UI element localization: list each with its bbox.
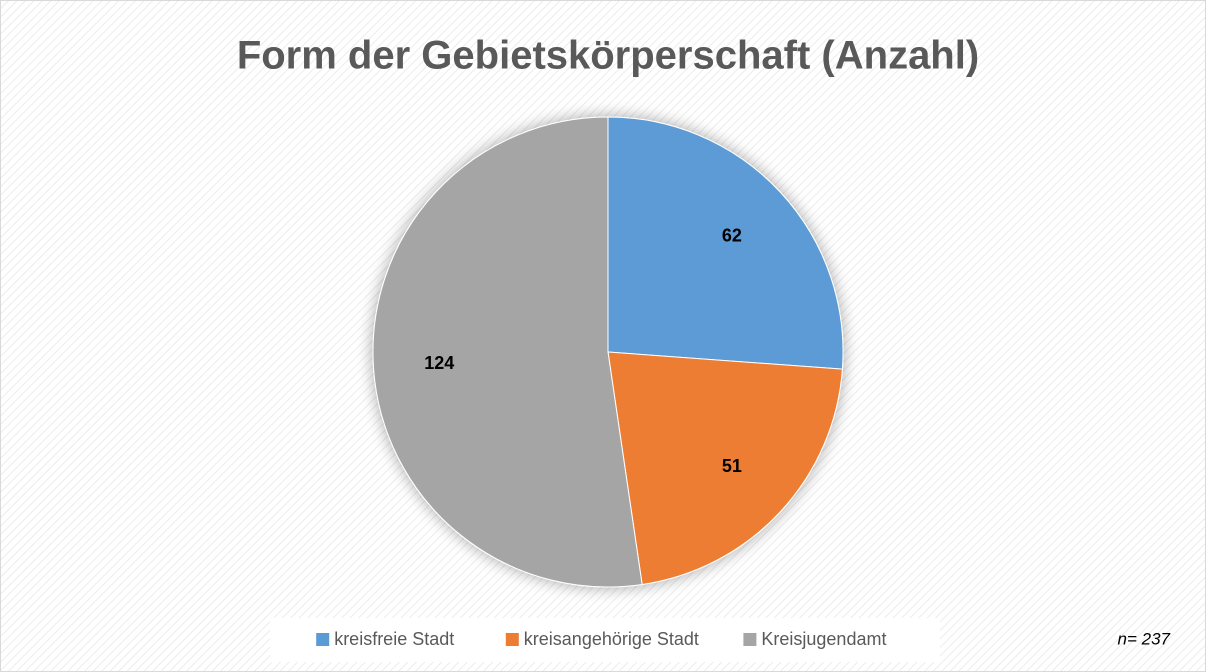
legend: kreisfreie Stadt kreisangehörige Stadt Kre… bbox=[316, 629, 886, 649]
legend-swatch bbox=[743, 633, 757, 646]
legend-swatch bbox=[505, 633, 519, 646]
data-label: 62 bbox=[722, 226, 742, 246]
legend-swatch bbox=[316, 633, 330, 646]
legend-label: kreisangehörige Stadt bbox=[524, 629, 699, 649]
pie-slice bbox=[607, 351, 843, 586]
data-label: 124 bbox=[424, 353, 454, 373]
annotation: n= 237 bbox=[1118, 629, 1171, 648]
pie-slice bbox=[372, 116, 643, 588]
data-label: 51 bbox=[722, 456, 742, 476]
chart-title: Form der Gebietskörperschaft (Anzahl) bbox=[237, 34, 979, 78]
pie bbox=[372, 116, 844, 588]
legend-label: kreisfreie Stadt bbox=[334, 629, 454, 649]
legend-label: Kreisjugendamt bbox=[761, 629, 886, 649]
pie-slice bbox=[607, 116, 844, 370]
legend-box bbox=[270, 618, 940, 662]
